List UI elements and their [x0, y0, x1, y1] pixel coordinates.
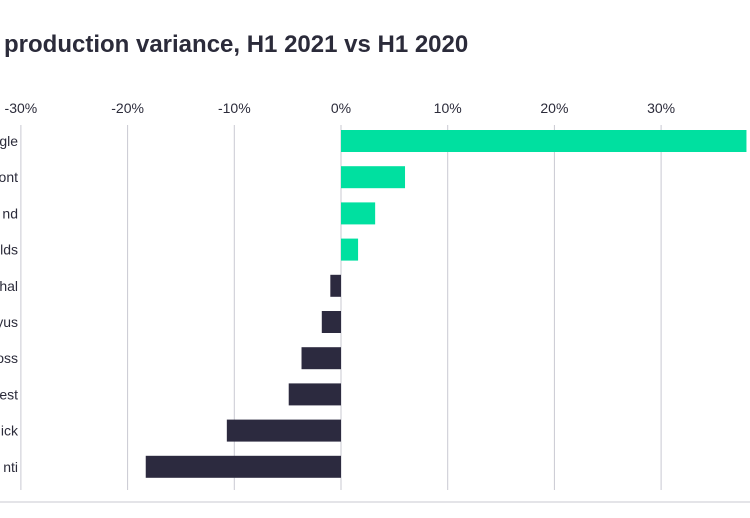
category-labels: gle ont nd lds hal yus oss est ick nti [0, 133, 19, 475]
category-label: nti [3, 459, 18, 475]
category-label: yus [0, 314, 18, 330]
chart-title: production variance, H1 2021 vs H1 2020 [4, 31, 468, 58]
bar [341, 238, 359, 261]
x-tick-label: 0% [331, 100, 351, 116]
x-tick-label: -10% [218, 100, 251, 116]
bar [321, 311, 341, 333]
bar [301, 347, 341, 370]
x-tick-label: 20% [540, 100, 568, 116]
x-tick-label: 30% [647, 100, 675, 116]
x-axis-ticks: -30% -20% -10% 0% 10% 20% 30% [5, 100, 676, 116]
category-label: nd [2, 205, 18, 221]
bars [145, 130, 747, 478]
bar [145, 455, 341, 478]
x-tick-label: -20% [111, 100, 144, 116]
bar [341, 130, 747, 152]
bar [226, 419, 341, 442]
category-label: lds [0, 242, 18, 258]
category-label: ont [0, 169, 18, 185]
category-label: hal [0, 278, 18, 294]
category-label: oss [0, 350, 18, 366]
category-label: ick [1, 423, 19, 439]
bar [341, 202, 376, 225]
x-tick-label: 10% [434, 100, 462, 116]
x-tick-label: -30% [5, 100, 38, 116]
category-label: est [0, 386, 18, 402]
bar [330, 274, 341, 297]
bar [341, 166, 406, 189]
category-label: gle [0, 133, 18, 149]
bar [288, 383, 341, 406]
